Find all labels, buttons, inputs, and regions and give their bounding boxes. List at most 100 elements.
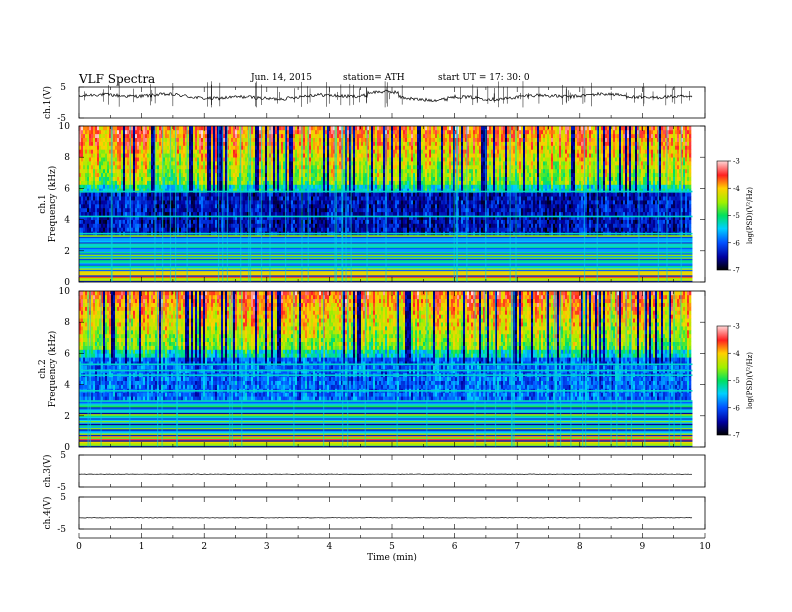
spectro-cell [97, 184, 100, 189]
spectro-cell [229, 188, 232, 193]
spectro-cell [101, 157, 104, 162]
spectro-cell [289, 180, 292, 185]
spectro-cell [247, 200, 250, 205]
spectro-cell [121, 141, 124, 146]
spectro-cell [333, 165, 336, 170]
spectro-cell [297, 184, 300, 189]
spectro-cell [183, 215, 186, 220]
spectro-cell [247, 215, 250, 220]
spectro-cell [99, 126, 102, 131]
spectro-cell [415, 219, 418, 224]
spectro-cell [407, 153, 410, 158]
spectro-cell [145, 184, 148, 189]
spectro-cell [97, 172, 100, 177]
spectro-cell [121, 180, 124, 185]
spectro-cell [255, 129, 258, 135]
spectro-cell [389, 227, 392, 232]
spectro-cell [203, 223, 206, 228]
spectro-cell [207, 196, 210, 201]
spectro-cell [381, 126, 384, 131]
spectro-cell [409, 133, 412, 138]
spectro-cell [105, 157, 108, 162]
spectro-cell [197, 141, 200, 146]
spectro-cell [293, 129, 296, 135]
spectro-cell [361, 157, 364, 162]
spectro-cell [153, 133, 156, 138]
spectro-cell [255, 211, 258, 216]
spectro-cell [351, 192, 354, 197]
spectro-cell [405, 137, 408, 142]
spectro-cell [397, 129, 400, 135]
spectro-cell [203, 141, 206, 146]
spectro-cell [339, 196, 342, 201]
spectro-cell [391, 215, 394, 220]
spectro-cell [233, 180, 236, 185]
spectro-cell [419, 149, 422, 154]
spectro-cell [289, 219, 292, 224]
spectro-cell [113, 129, 116, 135]
spectro-cell [165, 184, 168, 189]
spectro-cell [391, 219, 394, 224]
spectro-cell [261, 176, 264, 181]
spectro-cell [219, 153, 222, 158]
spectro-cell [205, 211, 208, 216]
spectro-cell [241, 211, 244, 216]
spectro-cell [371, 227, 374, 232]
spectro-cell [181, 137, 184, 142]
spectro-cell [241, 137, 244, 142]
spectro-cell [219, 207, 222, 213]
spectro-cell [101, 133, 104, 138]
spectro-cell [363, 196, 366, 201]
spectro-cell [223, 215, 226, 220]
spectro-cell [227, 157, 230, 162]
spectro-cell [247, 184, 250, 189]
spectro-cell [253, 227, 256, 232]
spectro-cell [141, 223, 144, 228]
spectro-cell [271, 153, 274, 158]
spectro-cell [355, 204, 358, 209]
spectro-cell [209, 188, 212, 193]
spectro-cell [427, 227, 430, 232]
spectro-cell [329, 129, 332, 135]
spectro-cell [317, 141, 320, 146]
spectro-cell [191, 227, 194, 232]
spectro-cell [261, 180, 264, 185]
spectro-cell [159, 168, 162, 174]
spectro-cell [337, 227, 340, 232]
spectro-cell [93, 129, 96, 135]
spectro-cell [265, 137, 268, 142]
spectro-cell [323, 207, 326, 213]
spectro-cell [105, 200, 108, 205]
spectro-cell [413, 211, 416, 216]
spectro-cell [233, 176, 236, 181]
spectro-cell [101, 145, 104, 150]
spectro-cell [205, 172, 208, 177]
spectro-cell [241, 165, 244, 170]
spectro-cell [311, 153, 314, 158]
spectro-cell [173, 196, 176, 201]
spectro-cell [419, 200, 422, 205]
spectro-cell [287, 207, 290, 213]
spectro-cell [149, 141, 152, 146]
spectro-cell [337, 215, 340, 220]
spectro-cell [85, 165, 88, 170]
spectro-cell [407, 157, 410, 162]
spectro-cell [397, 192, 400, 197]
spectro-cell [95, 133, 98, 138]
spectro-cell [227, 192, 230, 197]
spectro-cell [195, 192, 198, 197]
spectro-cell [103, 172, 106, 177]
spectro-cell [137, 192, 140, 197]
spectro-cell [361, 145, 364, 150]
spectro-cell [209, 161, 212, 166]
spectro-cell [423, 137, 426, 142]
spectro-cell [355, 200, 358, 205]
spectro-cell [275, 165, 278, 170]
spectro-cell [113, 219, 116, 224]
spectro-cell [389, 172, 392, 177]
spectro-cell [121, 153, 124, 158]
spectro-cell [331, 184, 334, 189]
spectro-cell [155, 204, 158, 209]
spectro-cell [313, 188, 316, 193]
spectro-cell [257, 137, 260, 142]
